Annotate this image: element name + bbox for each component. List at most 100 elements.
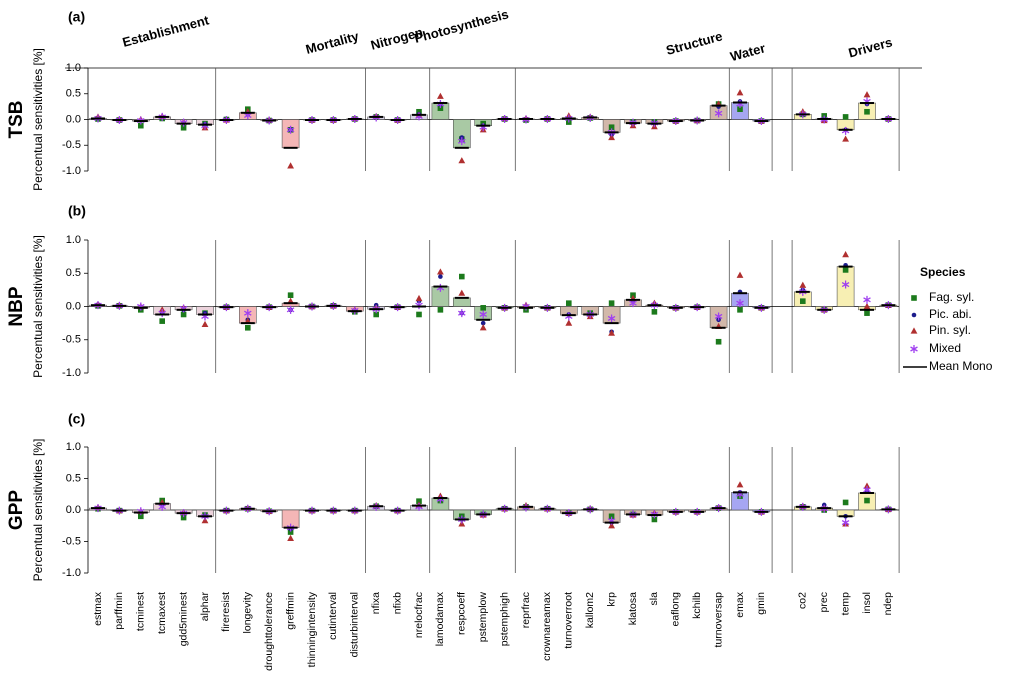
species-marker bbox=[458, 289, 466, 296]
species-marker bbox=[863, 302, 871, 310]
species-marker bbox=[864, 108, 870, 115]
species-marker bbox=[737, 307, 743, 313]
x-tick-label: turnoverroot bbox=[563, 592, 575, 649]
species-marker bbox=[416, 311, 422, 318]
species-marker bbox=[565, 319, 573, 326]
species-marker bbox=[437, 307, 444, 313]
species-marker bbox=[714, 109, 723, 118]
panel-ylabel: TSB bbox=[6, 101, 27, 139]
species-marker bbox=[138, 122, 144, 129]
species-marker bbox=[479, 310, 487, 319]
species-marker bbox=[736, 299, 744, 308]
species-marker bbox=[800, 298, 806, 304]
y-tick-label: -1.0 bbox=[62, 567, 81, 579]
species-marker bbox=[714, 312, 723, 321]
x-tick-label: nrelocfrac bbox=[413, 592, 425, 638]
group-label: Establishment bbox=[121, 12, 211, 50]
species-marker bbox=[842, 499, 849, 506]
x-tick-label: sla bbox=[648, 592, 660, 606]
group-label: Photosynthesis bbox=[413, 6, 510, 46]
axis-label: Percentual sensitivities [%] bbox=[31, 235, 45, 378]
x-tick-label: cutinterval bbox=[327, 592, 339, 640]
y-tick-label: 0.0 bbox=[66, 113, 81, 125]
y-tick-label: 0.5 bbox=[66, 88, 81, 100]
species-marker bbox=[651, 309, 658, 315]
group-label: Drivers bbox=[847, 34, 894, 60]
x-tick-label: droughttolerance bbox=[263, 592, 275, 671]
species-marker bbox=[799, 281, 807, 288]
x-tick-label: longevity bbox=[242, 591, 254, 633]
species-marker bbox=[287, 529, 294, 535]
x-tick-label: fireresist bbox=[220, 592, 232, 632]
y-tick-label: -1.0 bbox=[62, 165, 81, 177]
x-tick-label: tcminest bbox=[135, 592, 147, 631]
x-tick-label: pstemphigh bbox=[498, 592, 510, 646]
species-marker bbox=[180, 124, 187, 131]
species-marker bbox=[842, 135, 849, 142]
x-tick-label: temp bbox=[839, 592, 851, 616]
x-tick-label: thinningintensity bbox=[306, 591, 318, 667]
species-marker bbox=[416, 498, 422, 504]
x-tick-label: krp bbox=[605, 592, 617, 607]
y-tick-label: 1.0 bbox=[66, 62, 81, 74]
species-marker bbox=[286, 305, 295, 314]
x-tick-label: kallom2 bbox=[584, 592, 596, 628]
x-tick-label: kchilb bbox=[691, 592, 703, 619]
species-marker bbox=[607, 314, 616, 323]
x-tick-label: estmax bbox=[92, 591, 104, 626]
species-marker bbox=[480, 320, 486, 326]
species-marker bbox=[480, 305, 486, 311]
species-marker bbox=[458, 137, 466, 146]
panel-ylabel: GPP bbox=[6, 490, 27, 530]
x-tick-label: turnoversap bbox=[712, 592, 724, 648]
species-marker bbox=[737, 106, 743, 112]
x-tick-label: greffmin bbox=[284, 592, 296, 630]
bar bbox=[452, 297, 471, 307]
species-marker bbox=[736, 271, 744, 278]
species-marker bbox=[842, 251, 849, 258]
y-tick-label: -0.5 bbox=[62, 139, 81, 151]
species-marker bbox=[608, 124, 615, 131]
legend-label: Fag. syl. bbox=[929, 290, 974, 304]
x-tick-label: nfixb bbox=[391, 592, 403, 614]
species-marker bbox=[608, 513, 615, 520]
species-marker bbox=[287, 292, 294, 298]
species-marker bbox=[608, 329, 615, 336]
legend-marker bbox=[911, 312, 917, 318]
species-marker bbox=[736, 89, 744, 96]
species-marker bbox=[863, 91, 871, 98]
y-tick-label: 0.5 bbox=[66, 267, 81, 279]
y-tick-label: -0.5 bbox=[62, 334, 81, 346]
x-tick-label: eaflong bbox=[670, 592, 682, 627]
species-marker bbox=[416, 108, 422, 115]
x-tick-label: nfixa bbox=[370, 592, 382, 614]
group-label: Water bbox=[729, 40, 767, 64]
x-tick-label: pstemplow bbox=[477, 592, 489, 643]
species-marker bbox=[245, 324, 251, 331]
species-marker bbox=[180, 311, 187, 318]
species-marker bbox=[159, 318, 165, 324]
legend-label: Mean Mono bbox=[929, 359, 993, 373]
species-marker bbox=[437, 268, 444, 275]
species-marker bbox=[841, 280, 850, 289]
legend-label: Pin. syl. bbox=[929, 323, 971, 337]
x-tick-label: alphar bbox=[199, 592, 211, 622]
legend-label: Pic. abi. bbox=[929, 307, 972, 321]
group-label: Structure bbox=[664, 28, 724, 57]
species-marker bbox=[608, 300, 615, 306]
species-marker bbox=[608, 133, 615, 141]
group-label: Mortality bbox=[304, 28, 361, 57]
axis-label: Percentual sensitivities [%] bbox=[31, 439, 45, 582]
panel-title: (c) bbox=[68, 411, 85, 427]
x-tick-label: reprfrac bbox=[520, 592, 532, 628]
y-tick-label: -1.0 bbox=[62, 367, 81, 379]
species-marker bbox=[863, 295, 871, 304]
x-tick-label: crownareamax bbox=[541, 591, 553, 661]
species-marker bbox=[438, 274, 443, 279]
species-marker bbox=[841, 518, 850, 527]
x-tick-label: lamodamax bbox=[434, 591, 446, 646]
x-tick-label: ndep bbox=[882, 592, 894, 616]
species-marker bbox=[201, 320, 209, 328]
panel-ylabel: NBP bbox=[6, 286, 27, 326]
